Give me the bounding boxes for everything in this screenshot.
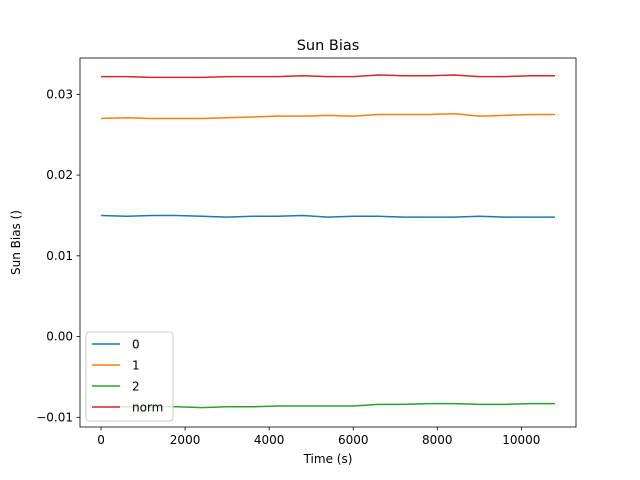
legend-label-0: 0 <box>132 338 140 352</box>
legend-label-2: 2 <box>132 380 140 394</box>
legend: 0 1 2 norm <box>85 331 174 422</box>
y-tick-label: 0.03 <box>46 87 73 101</box>
x-tick-label: 0 <box>97 433 105 447</box>
y-tick-label: 0.01 <box>46 249 73 263</box>
y-tick-label: 0.00 <box>46 330 73 344</box>
series-line-2 <box>101 402 555 409</box>
plot-area <box>79 57 577 428</box>
y-tick-label: 0.02 <box>46 168 73 182</box>
y-axis-label: Sun Bias () <box>9 210 23 275</box>
legend-label-norm: norm <box>132 401 163 415</box>
plot-frame <box>79 57 577 428</box>
x-tick-label: 2000 <box>170 433 201 447</box>
legend-label-1: 1 <box>132 359 140 373</box>
y-axis: −0.01 0.00 0.01 0.02 0.03 <box>36 87 80 424</box>
x-axis-label: Time (s) <box>303 452 353 466</box>
y-tick-label: −0.01 <box>36 410 73 424</box>
chart-title: Sun Bias <box>297 38 360 54</box>
x-tick-label: 8000 <box>422 433 453 447</box>
series-line-0 <box>100 214 555 218</box>
series-line-norm <box>101 74 555 79</box>
x-tick-label: 10000 <box>502 433 540 447</box>
x-axis: 0 2000 4000 6000 8000 10000 <box>97 427 540 447</box>
legend-box <box>85 331 174 422</box>
series-line-1 <box>100 112 555 120</box>
x-tick-label: 4000 <box>254 433 285 447</box>
x-tick-label: 6000 <box>338 433 369 447</box>
